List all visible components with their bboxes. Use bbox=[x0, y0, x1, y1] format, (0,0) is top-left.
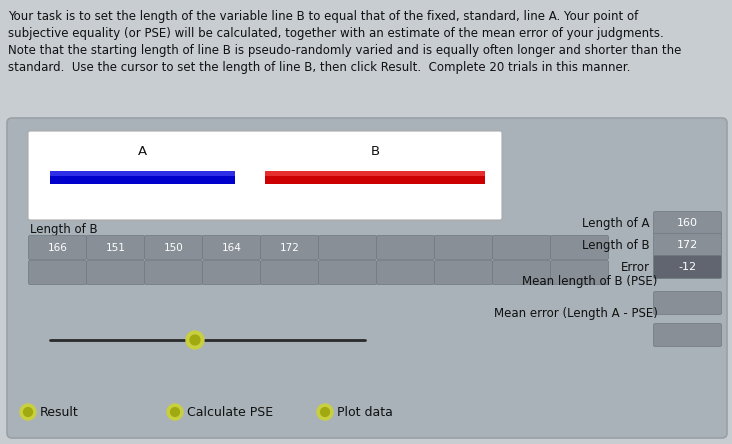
Bar bbox=[265, 171, 485, 184]
Text: 172: 172 bbox=[677, 240, 698, 250]
Text: Plot data: Plot data bbox=[337, 405, 393, 419]
Bar bbox=[50, 171, 235, 175]
Bar bbox=[50, 171, 235, 184]
FancyBboxPatch shape bbox=[261, 261, 318, 285]
Circle shape bbox=[20, 404, 36, 420]
Circle shape bbox=[171, 408, 179, 416]
FancyBboxPatch shape bbox=[376, 261, 435, 285]
Text: Mean length of B (PSE): Mean length of B (PSE) bbox=[522, 275, 657, 288]
Text: 164: 164 bbox=[222, 242, 242, 253]
FancyBboxPatch shape bbox=[654, 255, 722, 278]
Text: Length of A: Length of A bbox=[583, 217, 650, 230]
FancyBboxPatch shape bbox=[493, 261, 550, 285]
FancyBboxPatch shape bbox=[376, 235, 435, 259]
FancyBboxPatch shape bbox=[493, 235, 550, 259]
Text: Length of B: Length of B bbox=[30, 223, 97, 236]
Text: standard.  Use the cursor to set the length of line B, then click Result.  Compl: standard. Use the cursor to set the leng… bbox=[8, 61, 630, 74]
FancyBboxPatch shape bbox=[435, 261, 493, 285]
Text: Result: Result bbox=[40, 405, 79, 419]
FancyBboxPatch shape bbox=[203, 261, 261, 285]
Text: 151: 151 bbox=[105, 242, 125, 253]
FancyBboxPatch shape bbox=[654, 324, 722, 346]
Text: Calculate PSE: Calculate PSE bbox=[187, 405, 273, 419]
Text: subjective equality (or PSE) will be calculated, together with an estimate of th: subjective equality (or PSE) will be cal… bbox=[8, 27, 664, 40]
Circle shape bbox=[186, 331, 204, 349]
Text: Error: Error bbox=[621, 261, 650, 274]
FancyBboxPatch shape bbox=[7, 118, 727, 438]
Text: Your task is to set the length of the variable line B to equal that of the fixed: Your task is to set the length of the va… bbox=[8, 10, 638, 23]
Text: Note that the starting length of line B is pseudo-randomly varied and is equally: Note that the starting length of line B … bbox=[8, 44, 681, 57]
FancyBboxPatch shape bbox=[86, 261, 144, 285]
FancyBboxPatch shape bbox=[144, 261, 203, 285]
Circle shape bbox=[167, 404, 183, 420]
FancyBboxPatch shape bbox=[654, 234, 722, 257]
Circle shape bbox=[317, 404, 333, 420]
Text: A: A bbox=[138, 145, 147, 158]
FancyBboxPatch shape bbox=[29, 261, 86, 285]
Circle shape bbox=[190, 335, 200, 345]
Circle shape bbox=[321, 408, 329, 416]
Text: Length of B: Length of B bbox=[583, 238, 650, 251]
Text: -12: -12 bbox=[679, 262, 697, 272]
FancyBboxPatch shape bbox=[654, 211, 722, 234]
FancyBboxPatch shape bbox=[550, 261, 608, 285]
FancyBboxPatch shape bbox=[435, 235, 493, 259]
Text: B: B bbox=[370, 145, 380, 158]
FancyBboxPatch shape bbox=[550, 235, 608, 259]
FancyBboxPatch shape bbox=[203, 235, 261, 259]
Text: 150: 150 bbox=[164, 242, 184, 253]
Bar bbox=[265, 171, 485, 175]
FancyBboxPatch shape bbox=[318, 261, 376, 285]
FancyBboxPatch shape bbox=[28, 131, 502, 220]
FancyBboxPatch shape bbox=[144, 235, 203, 259]
FancyBboxPatch shape bbox=[318, 235, 376, 259]
FancyBboxPatch shape bbox=[261, 235, 318, 259]
Text: 172: 172 bbox=[280, 242, 299, 253]
FancyBboxPatch shape bbox=[29, 235, 86, 259]
FancyBboxPatch shape bbox=[86, 235, 144, 259]
Text: 160: 160 bbox=[677, 218, 698, 228]
Text: Mean error (Length A - PSE): Mean error (Length A - PSE) bbox=[493, 307, 657, 320]
FancyBboxPatch shape bbox=[654, 292, 722, 314]
Text: 166: 166 bbox=[48, 242, 67, 253]
Circle shape bbox=[23, 408, 32, 416]
